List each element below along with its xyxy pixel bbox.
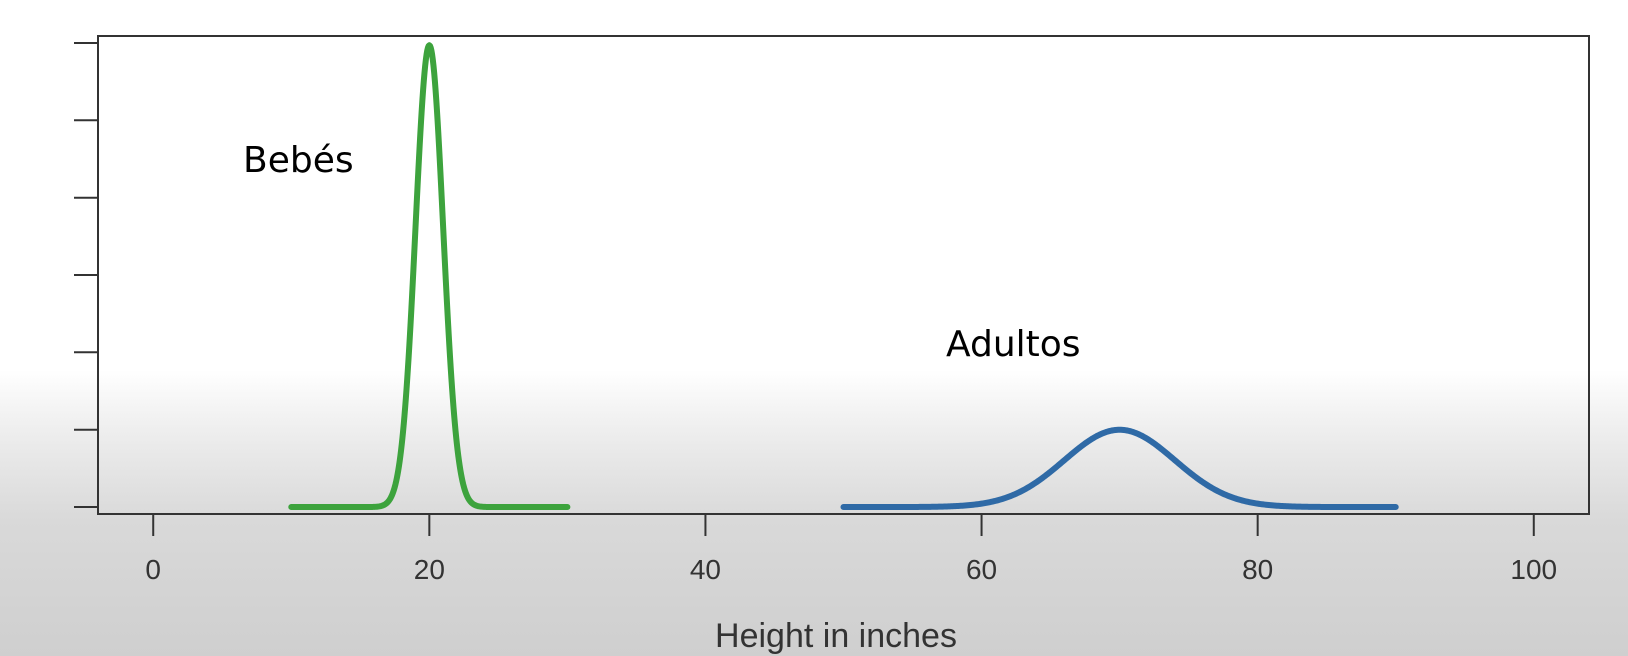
bebes-label: Bebés [243,140,354,181]
x-axis-title: Height in inches [715,617,957,655]
x-tick-label-0: 0 [145,554,161,585]
x-axis-tick-labels: 0 20 40 60 80 100 [145,554,1557,585]
y-axis-ticks [74,41,98,509]
x-tick-label-20: 20 [414,554,445,585]
x-tick-label-80: 80 [1242,554,1273,585]
plot-frame [97,35,1590,515]
x-tick-label-100: 100 [1510,554,1557,585]
x-tick-label-60: 60 [966,554,997,585]
adultos-density-curve [840,426,1399,511]
x-tick-label-40: 40 [690,554,721,585]
bebes-density-curve [288,42,571,511]
x-axis-ticks [152,514,1535,536]
adultos-label: Adultos [946,324,1081,365]
